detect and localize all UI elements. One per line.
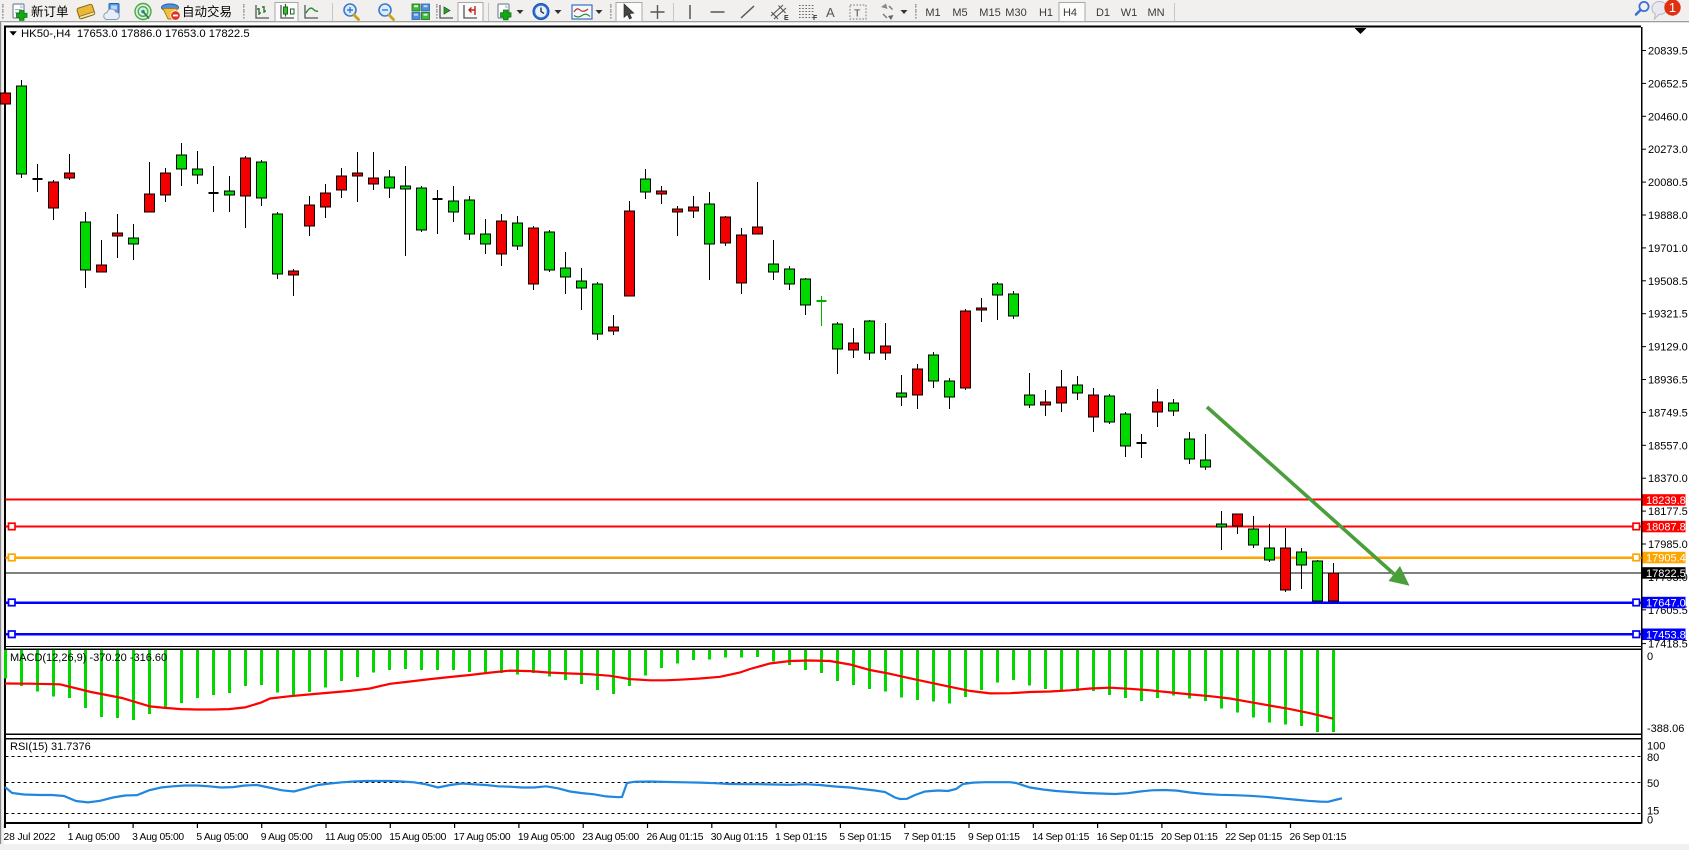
svg-text:80: 80 bbox=[1647, 752, 1659, 764]
svg-text:18370.0: 18370.0 bbox=[1648, 473, 1688, 485]
svg-text:16 Sep 01:15: 16 Sep 01:15 bbox=[1097, 832, 1154, 843]
svg-text:17985.0: 17985.0 bbox=[1648, 539, 1688, 551]
svg-text:20652.5: 20652.5 bbox=[1648, 78, 1688, 90]
svg-text:H1: H1 bbox=[1039, 7, 1053, 19]
svg-text:T: T bbox=[854, 8, 861, 20]
svg-text:23 Aug 05:00: 23 Aug 05:00 bbox=[582, 832, 639, 843]
svg-text:1 Aug 05:00: 1 Aug 05:00 bbox=[68, 832, 120, 843]
svg-text:3 Aug 05:00: 3 Aug 05:00 bbox=[132, 832, 184, 843]
svg-text:14 Sep 01:15: 14 Sep 01:15 bbox=[1032, 832, 1089, 843]
svg-text:M1: M1 bbox=[925, 7, 940, 19]
svg-text:18936.5: 18936.5 bbox=[1648, 375, 1688, 387]
svg-text:F: F bbox=[813, 15, 818, 22]
svg-text:H4: H4 bbox=[1063, 7, 1077, 19]
svg-text:M30: M30 bbox=[1005, 7, 1026, 19]
svg-text:20080.5: 20080.5 bbox=[1648, 177, 1688, 189]
svg-text:50: 50 bbox=[1647, 778, 1659, 790]
svg-text:18177.5: 18177.5 bbox=[1648, 506, 1688, 518]
svg-text:19508.5: 19508.5 bbox=[1648, 276, 1688, 288]
svg-text:17 Aug 05:00: 17 Aug 05:00 bbox=[454, 832, 511, 843]
svg-text:A: A bbox=[826, 5, 835, 20]
svg-text:100: 100 bbox=[1647, 741, 1665, 753]
svg-text:19888.0: 19888.0 bbox=[1648, 210, 1688, 222]
svg-text:17418.5: 17418.5 bbox=[1648, 639, 1688, 651]
svg-text:D1: D1 bbox=[1096, 7, 1110, 19]
svg-text:20839.5: 20839.5 bbox=[1648, 46, 1688, 58]
svg-text:20460.0: 20460.0 bbox=[1648, 111, 1688, 123]
svg-text:MN: MN bbox=[1147, 7, 1164, 19]
svg-text:19129.0: 19129.0 bbox=[1648, 342, 1688, 354]
svg-text:19 Aug 05:00: 19 Aug 05:00 bbox=[518, 832, 575, 843]
svg-text:-388.06: -388.06 bbox=[1647, 723, 1684, 735]
svg-text:30 Aug 01:15: 30 Aug 01:15 bbox=[711, 832, 768, 843]
svg-text:18749.5: 18749.5 bbox=[1648, 407, 1688, 419]
svg-text:7 Sep 01:15: 7 Sep 01:15 bbox=[904, 832, 956, 843]
svg-text:新订单: 新订单 bbox=[31, 4, 69, 19]
svg-text:1 Sep 01:15: 1 Sep 01:15 bbox=[775, 832, 827, 843]
svg-text:17453.8: 17453.8 bbox=[1646, 630, 1686, 642]
svg-text:17905.4: 17905.4 bbox=[1646, 553, 1686, 565]
svg-text:17822.5: 17822.5 bbox=[1646, 568, 1686, 580]
svg-text:W1: W1 bbox=[1121, 7, 1138, 19]
svg-text:19701.0: 19701.0 bbox=[1648, 243, 1688, 255]
svg-text:5 Aug 05:00: 5 Aug 05:00 bbox=[196, 832, 248, 843]
svg-text:26 Aug 01:15: 26 Aug 01:15 bbox=[647, 832, 704, 843]
svg-text:1: 1 bbox=[1669, 0, 1676, 15]
svg-text:E: E bbox=[784, 15, 789, 22]
svg-text:MACD(12,26,9) -370.20 -316.60: MACD(12,26,9) -370.20 -316.60 bbox=[10, 652, 167, 664]
svg-text:RSI(15) 31.7376: RSI(15) 31.7376 bbox=[10, 741, 91, 753]
svg-text:自动交易: 自动交易 bbox=[182, 4, 232, 19]
svg-text:18087.8: 18087.8 bbox=[1646, 522, 1686, 534]
svg-text:20273.0: 20273.0 bbox=[1648, 144, 1688, 156]
svg-text:28 Jul 2022: 28 Jul 2022 bbox=[4, 832, 56, 843]
svg-text:M5: M5 bbox=[952, 7, 967, 19]
svg-text:HK50-,H4 17653.0 17886.0 1765: HK50-,H4 17653.0 17886.0 17653.0 17822.5 bbox=[21, 28, 250, 40]
svg-text:17647.0: 17647.0 bbox=[1646, 598, 1686, 610]
svg-text:22 Sep 01:15: 22 Sep 01:15 bbox=[1225, 832, 1282, 843]
svg-text:15: 15 bbox=[1647, 806, 1659, 818]
svg-text:19321.5: 19321.5 bbox=[1648, 309, 1688, 321]
svg-text:18239.8: 18239.8 bbox=[1646, 495, 1686, 507]
svg-text:0: 0 bbox=[1647, 815, 1653, 827]
svg-text:5 Sep 01:15: 5 Sep 01:15 bbox=[839, 832, 891, 843]
svg-text:11 Aug 05:00: 11 Aug 05:00 bbox=[325, 832, 382, 843]
svg-text:26 Sep 01:15: 26 Sep 01:15 bbox=[1290, 832, 1347, 843]
svg-text:18557.0: 18557.0 bbox=[1648, 440, 1688, 452]
svg-text:9 Aug 05:00: 9 Aug 05:00 bbox=[261, 832, 313, 843]
svg-text:9 Sep 01:15: 9 Sep 01:15 bbox=[968, 832, 1020, 843]
svg-text:M15: M15 bbox=[979, 7, 1000, 19]
svg-text:0: 0 bbox=[1647, 651, 1653, 663]
svg-text:15 Aug 05:00: 15 Aug 05:00 bbox=[389, 832, 446, 843]
svg-text:20 Sep 01:15: 20 Sep 01:15 bbox=[1161, 832, 1218, 843]
